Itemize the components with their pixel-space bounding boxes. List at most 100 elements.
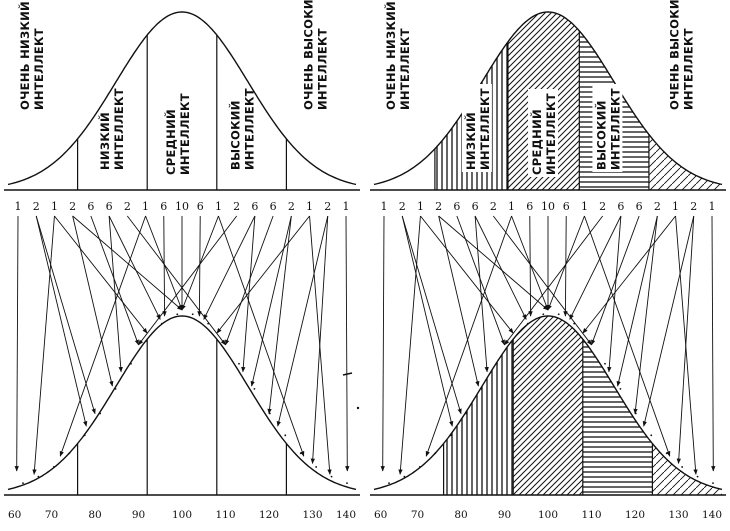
arrow	[35, 215, 96, 415]
curve-dot	[434, 452, 437, 455]
curve-dot	[99, 412, 102, 415]
curve-dot	[315, 466, 318, 468]
top-hatch-4	[648, 134, 722, 190]
weight-label: 2	[654, 200, 661, 213]
curve-dot	[465, 412, 468, 415]
x-tick-label: 70	[45, 509, 58, 521]
x-tick-label: 130	[302, 509, 322, 521]
curve-dot	[299, 452, 302, 455]
weight-label: 2	[69, 200, 76, 213]
bottom-hatch-2	[582, 339, 653, 495]
weight-label: 2	[490, 200, 497, 213]
curve-dot	[160, 322, 163, 325]
weight-label: 1	[306, 200, 313, 213]
weight-label: 2	[399, 200, 406, 213]
curve-dot	[665, 452, 668, 455]
x-tick-label: 80	[454, 509, 467, 521]
arrow	[547, 215, 585, 311]
category-label-line2: ИНТЕЛЛЕКТ	[316, 28, 330, 110]
x-tick-label: 90	[498, 509, 511, 521]
arrow	[108, 215, 161, 320]
arrow	[438, 215, 549, 311]
category-label-line1: СРЕДНИЙ	[529, 109, 544, 175]
category-label-bg	[592, 84, 623, 172]
curve-dot	[403, 475, 406, 478]
arrow	[711, 215, 716, 472]
arrow	[310, 215, 329, 465]
arrow	[126, 215, 226, 346]
bottom-hatch-1	[513, 316, 583, 495]
weight-label: 1	[709, 200, 716, 213]
weight-label: 1	[51, 200, 58, 213]
curve-dot	[52, 466, 55, 468]
weight-label: 10	[175, 200, 189, 213]
category-label-0: ОЧЕНЬ НИЗКИЙ ИНТЕЛЛЕКТ	[17, 1, 46, 110]
curve-dot	[83, 434, 86, 437]
arrow	[216, 215, 310, 334]
x-tick-label: 140	[702, 509, 722, 521]
arrow	[456, 215, 505, 346]
arrow	[676, 215, 695, 465]
weight-label: 1	[508, 200, 515, 213]
arrow	[162, 215, 167, 317]
curve-dot	[145, 340, 148, 342]
x-tick-label: 60	[8, 509, 21, 521]
weight-label: 2	[124, 200, 131, 213]
x-tick-label: 110	[581, 509, 601, 521]
arrow	[197, 215, 202, 317]
category-label-line2: ИНТЕЛЛЕКТ	[242, 88, 256, 170]
curve-dot	[176, 313, 179, 316]
weight-label: 2	[324, 200, 331, 213]
arrow	[563, 215, 568, 317]
arrow	[276, 215, 329, 427]
category-label-line2: ИНТЕЛЛЕКТ	[32, 28, 46, 110]
arrow	[607, 215, 622, 373]
x-tick-label: 120	[259, 509, 279, 521]
x-tick-label: 130	[668, 509, 688, 521]
arrow	[54, 215, 148, 334]
arrow	[241, 215, 256, 373]
weight-label: 6	[636, 200, 643, 213]
scan-mark	[356, 406, 360, 410]
arrow	[591, 215, 640, 346]
weight-label: 1	[581, 200, 588, 213]
weight-label: 1	[381, 200, 388, 213]
curve-dot	[604, 362, 606, 365]
weight-label: 6	[617, 200, 624, 213]
top-curve	[373, 11, 723, 186]
curve-dot	[37, 475, 40, 478]
arrow	[582, 215, 676, 334]
curve-dot	[330, 475, 333, 478]
curve-dot	[696, 475, 699, 478]
curve-dot	[681, 466, 684, 468]
category-label-2: СРЕДНИЙ ИНТЕЛЛЕКТ	[528, 89, 559, 177]
arrow	[267, 215, 292, 415]
arrow	[72, 215, 114, 387]
weight-label: 6	[87, 200, 94, 213]
curve-dot	[650, 434, 653, 437]
weight-label: 6	[472, 200, 479, 213]
arrow	[203, 215, 256, 320]
category-label-line1: ОЧЕНЬ ВЫСОКИЙ	[667, 0, 682, 110]
curve-dot	[511, 340, 514, 342]
curve-dot	[496, 362, 498, 365]
category-label-line1: ОЧЕНЬ ВЫСОКИЙ	[301, 0, 316, 110]
category-label-line1: НИЗКИЙ	[463, 112, 478, 170]
category-label-3: ВЫСОКИЙ ИНТЕЛЛЕКТ	[592, 84, 623, 172]
arrow	[225, 215, 274, 346]
weight-label: 2	[288, 200, 295, 213]
curve-dot	[130, 362, 132, 365]
curve-dot	[238, 362, 240, 365]
bottom-hatch-0	[443, 339, 514, 495]
arrow	[401, 215, 454, 427]
arrow	[569, 215, 622, 320]
bottom-curve	[373, 315, 723, 491]
arrow	[380, 215, 385, 472]
arrow	[72, 215, 183, 311]
weight-label: 6	[106, 200, 113, 213]
bottom-hatch-3	[652, 443, 722, 495]
category-label-line2: ИНТЕЛЛЕКТ	[682, 28, 696, 110]
curve-dot	[388, 482, 390, 485]
